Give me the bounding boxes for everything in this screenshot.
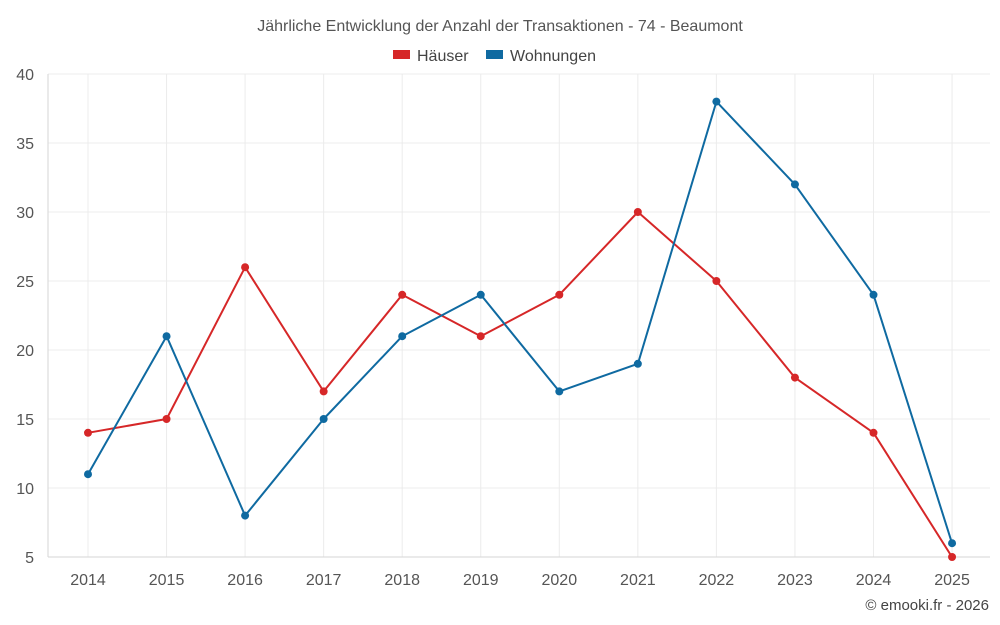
data-point-wohnungen[interactable] <box>241 511 250 520</box>
data-point-haeuser[interactable] <box>319 387 328 396</box>
y-tick-label: 10 <box>16 481 34 498</box>
data-point-haeuser[interactable] <box>241 263 250 272</box>
legend-label-haeuser: Häuser <box>417 48 469 65</box>
data-point-wohnungen[interactable] <box>84 470 92 479</box>
data-point-haeuser[interactable] <box>162 415 171 423</box>
data-point-wohnungen[interactable] <box>712 97 721 106</box>
y-tick-label: 25 <box>16 274 34 291</box>
data-point-haeuser[interactable] <box>712 277 721 285</box>
data-point-haeuser[interactable] <box>555 290 564 299</box>
x-axis: 2014 2015 2016 2017 2018 2019 2020 2021 2022 2023… <box>48 556 990 589</box>
y-tick-label: 20 <box>16 343 34 360</box>
data-point-wohnungen[interactable] <box>476 290 485 299</box>
y-tick-label: 15 <box>16 412 34 429</box>
gridlines <box>48 73 990 557</box>
data-point-haeuser[interactable] <box>869 428 878 437</box>
legend-swatch-wohnungen <box>486 50 503 59</box>
x-tick-label: 2019 <box>463 572 499 589</box>
x-tick-label: 2022 <box>699 572 735 589</box>
data-point-wohnungen[interactable] <box>319 415 328 423</box>
legend-swatch-haeuser <box>393 50 410 59</box>
data-point-wohnungen[interactable] <box>869 290 878 299</box>
data-point-wohnungen[interactable] <box>555 387 564 396</box>
legend: Häuser Wohnungen <box>393 48 596 65</box>
x-tick-label: 2015 <box>149 572 185 589</box>
x-tick-label: 2021 <box>620 572 656 589</box>
series-layer <box>84 97 957 561</box>
credit-text: © emooki.fr - 2026 <box>865 597 989 614</box>
data-point-wohnungen[interactable] <box>162 332 171 341</box>
y-tick-label: 30 <box>16 205 34 222</box>
series-wohnungen <box>84 97 957 548</box>
y-axis: 5 10 15 20 25 30 35 40 <box>16 67 49 567</box>
y-tick-label: 35 <box>16 136 34 153</box>
legend-label-wohnungen: Wohnungen <box>510 48 596 65</box>
x-tick-label: 2024 <box>856 572 892 589</box>
data-point-haeuser[interactable] <box>633 208 642 216</box>
series-line-haeuser <box>87 211 953 558</box>
series-haeuser <box>84 208 957 561</box>
x-tick-label: 2014 <box>70 572 106 589</box>
series-line-wohnungen <box>87 100 953 544</box>
data-point-wohnungen[interactable] <box>398 332 407 341</box>
data-point-haeuser[interactable] <box>398 290 407 299</box>
x-tick-label: 2025 <box>934 572 970 589</box>
x-tick-label: 2018 <box>384 572 420 589</box>
data-point-haeuser[interactable] <box>476 332 485 341</box>
y-tick-label: 5 <box>25 550 34 567</box>
x-tick-label: 2016 <box>227 572 263 589</box>
y-tick-label: 40 <box>16 67 34 84</box>
data-point-haeuser[interactable] <box>84 428 92 437</box>
chart-title: Jährliche Entwicklung der Anzahl der Tra… <box>257 18 743 35</box>
data-point-haeuser[interactable] <box>790 373 799 382</box>
x-tick-label: 2020 <box>542 572 578 589</box>
data-point-wohnungen[interactable] <box>948 539 957 548</box>
data-point-wohnungen[interactable] <box>633 359 642 368</box>
data-point-haeuser[interactable] <box>948 553 957 561</box>
x-tick-label: 2017 <box>306 572 342 589</box>
data-point-wohnungen[interactable] <box>790 180 799 189</box>
x-tick-label: 2023 <box>777 572 813 589</box>
